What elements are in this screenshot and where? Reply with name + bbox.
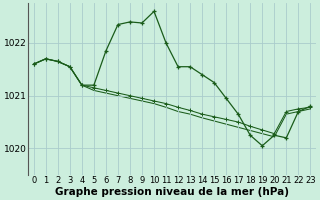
X-axis label: Graphe pression niveau de la mer (hPa): Graphe pression niveau de la mer (hPa) [55, 187, 289, 197]
